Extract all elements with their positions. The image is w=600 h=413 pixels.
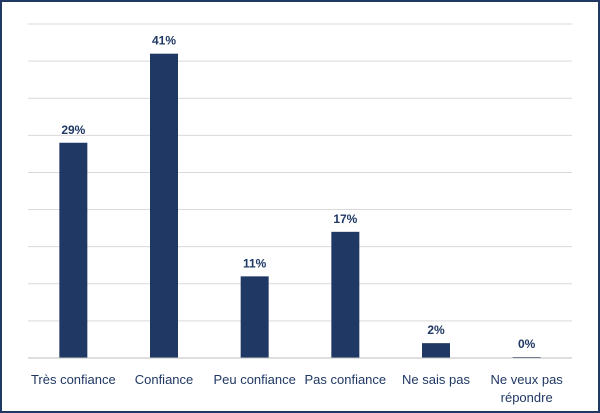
data-label: 41% bbox=[152, 34, 176, 48]
category-axis-labels: Très confiance Confiance Peu confiance Pas … bbox=[31, 372, 563, 405]
category-label: Très confiance bbox=[31, 372, 116, 387]
data-labels: 29% 41% 11% 17% 2% 0% bbox=[61, 34, 535, 351]
bar bbox=[59, 142, 88, 358]
bar bbox=[240, 276, 269, 358]
bars bbox=[59, 53, 541, 358]
data-label: 29% bbox=[61, 123, 85, 137]
data-label: 2% bbox=[427, 323, 445, 337]
data-label: 17% bbox=[333, 212, 357, 226]
gridlines bbox=[28, 23, 572, 322]
category-label: Peu confiance bbox=[213, 372, 295, 387]
category-label: Ne sais pas bbox=[402, 372, 470, 387]
category-label: Pas confiance bbox=[304, 372, 386, 387]
bar bbox=[331, 231, 360, 358]
data-label: 0% bbox=[518, 337, 536, 351]
data-label: 11% bbox=[243, 256, 267, 270]
category-label: Ne veux pas répondre bbox=[491, 372, 564, 405]
category-label: Confiance bbox=[135, 372, 194, 387]
bar bbox=[422, 343, 450, 358]
bar bbox=[150, 53, 178, 358]
